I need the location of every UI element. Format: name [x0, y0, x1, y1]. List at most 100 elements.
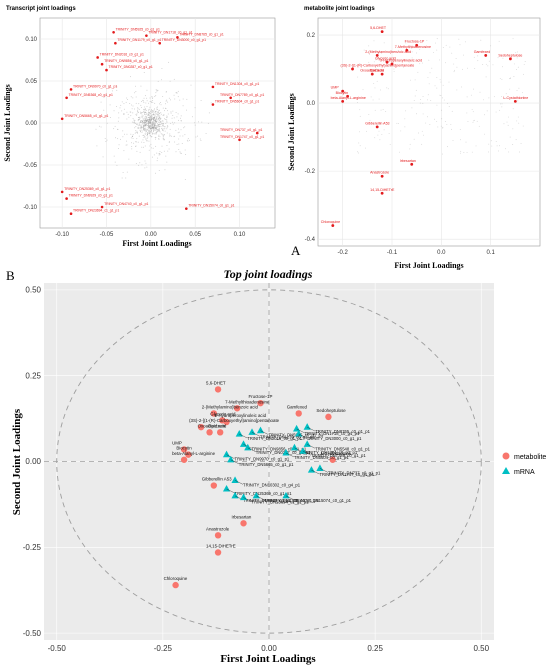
background-point — [139, 124, 141, 126]
background-point — [434, 85, 436, 87]
background-point — [154, 121, 156, 123]
background-point — [148, 122, 150, 124]
background-point — [134, 108, 136, 110]
background-point — [145, 116, 147, 118]
background-point — [505, 148, 507, 150]
background-point — [150, 100, 152, 102]
transcript-point-label: TRINITY_DN9929_c0_g1_p1 — [69, 194, 113, 198]
background-point — [137, 141, 139, 143]
background-point — [208, 112, 210, 114]
background-point — [150, 126, 152, 128]
background-point — [380, 52, 382, 54]
background-point — [146, 106, 148, 108]
background-point — [132, 122, 134, 124]
background-point — [172, 110, 174, 112]
background-point — [480, 39, 482, 41]
metabolite-point — [346, 94, 349, 98]
background-point — [177, 128, 179, 130]
mrna-point-label: TRINITY_DN1747_c0_g1_p1 — [319, 472, 374, 477]
background-point — [182, 105, 184, 107]
background-point — [130, 115, 132, 117]
background-point — [380, 109, 382, 111]
transcript-point — [60, 190, 64, 194]
background-point — [100, 101, 102, 103]
background-point — [184, 126, 186, 128]
background-point — [516, 90, 518, 91]
background-point — [140, 120, 142, 122]
background-point — [451, 110, 453, 112]
metabolite-point — [233, 405, 241, 412]
background-point — [175, 151, 177, 153]
background-point — [163, 138, 165, 140]
background-point — [427, 77, 429, 78]
background-point — [157, 124, 159, 126]
background-point — [131, 104, 133, 106]
background-point — [117, 128, 119, 130]
background-point — [179, 152, 181, 154]
mrna-leader-line — [256, 495, 265, 500]
metabolite-point — [509, 57, 512, 61]
metabolite-point — [295, 410, 302, 417]
background-point — [159, 154, 161, 156]
background-point — [135, 123, 137, 125]
background-point — [158, 138, 160, 140]
background-point — [443, 99, 445, 101]
background-point — [128, 158, 130, 160]
background-point — [166, 117, 168, 119]
background-point — [171, 117, 173, 119]
background-point — [153, 117, 155, 119]
background-point — [441, 109, 442, 111]
background-point — [160, 104, 162, 106]
background-point — [129, 62, 131, 64]
background-point — [187, 138, 189, 140]
background-point — [497, 150, 499, 152]
x-tick-label: 0.1 — [486, 250, 495, 256]
background-point — [123, 113, 125, 115]
background-point — [147, 121, 149, 123]
background-point — [453, 71, 455, 73]
background-point — [135, 91, 137, 93]
background-point — [148, 120, 150, 122]
background-point — [442, 97, 444, 99]
background-point — [373, 61, 375, 63]
background-point — [154, 123, 156, 125]
transcript-point-label: TRINITY_DN1747_c0_g1_p1 — [220, 135, 264, 139]
background-point — [176, 144, 178, 146]
x-tick-label: 0.05 — [189, 232, 201, 238]
background-point — [456, 66, 458, 68]
background-point — [125, 144, 127, 146]
metabolite-point-label: Fructose-1P — [405, 40, 425, 44]
background-point — [158, 122, 160, 124]
background-point — [95, 128, 97, 130]
background-point — [162, 135, 164, 137]
background-point — [161, 145, 163, 147]
background-point — [145, 137, 147, 139]
background-point — [139, 130, 141, 132]
background-point — [109, 104, 111, 106]
background-point — [357, 76, 359, 78]
background-point — [154, 136, 156, 138]
background-point — [141, 124, 143, 126]
background-point — [501, 78, 503, 80]
background-point — [156, 106, 158, 108]
background-point — [507, 124, 509, 126]
background-point — [150, 117, 152, 119]
metabolite-point-label: Oxoadipic acid — [198, 423, 227, 428]
background-point — [141, 107, 143, 109]
background-point — [179, 151, 181, 153]
background-point — [168, 61, 170, 63]
background-point — [135, 126, 137, 128]
background-point — [177, 90, 179, 92]
background-point — [152, 125, 154, 127]
background-point — [357, 151, 359, 153]
background-point — [139, 123, 141, 125]
background-point — [177, 132, 179, 134]
background-point — [497, 57, 499, 59]
background-point — [366, 130, 368, 132]
transcript-point-label: TRINITY_DN7789_c0_g1_p1 — [220, 93, 264, 97]
background-point — [147, 132, 149, 134]
background-point — [414, 95, 416, 97]
background-point — [440, 125, 442, 127]
background-point — [127, 98, 129, 100]
